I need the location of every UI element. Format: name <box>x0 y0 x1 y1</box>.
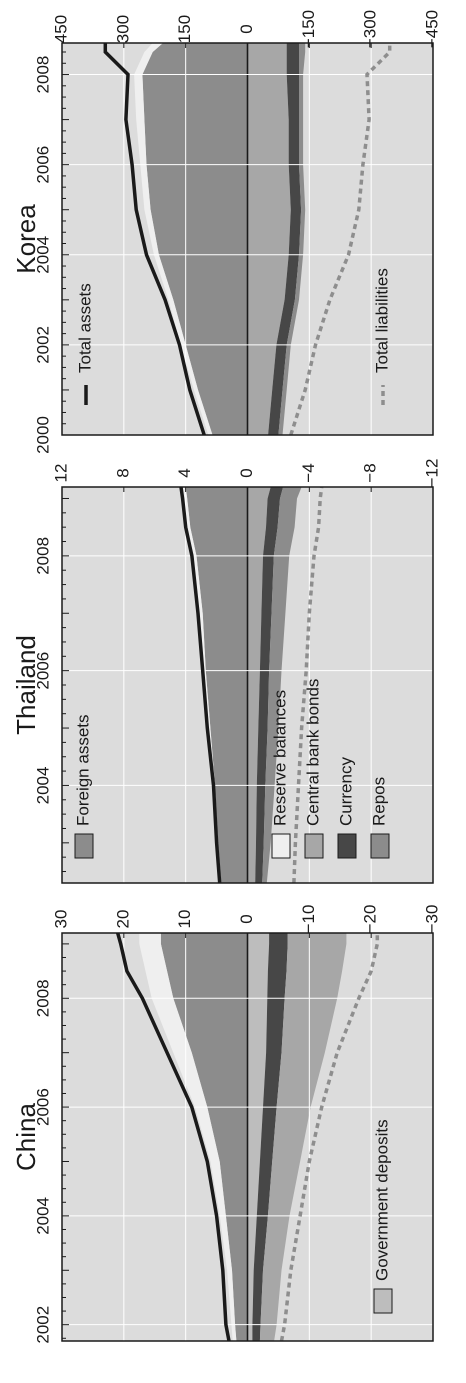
value-tick-label: −4 <box>299 463 318 482</box>
value-tick-label: 20 <box>113 910 132 929</box>
panel-china: 2002 2004 2006 2008 30 20 10 0 −10 −20 −30 China <box>11 905 442 1344</box>
time-tick-label: 2006 <box>33 652 52 690</box>
time-tick-label: 2004 <box>33 236 52 274</box>
legend-swatch <box>337 833 357 859</box>
legend-item-total-liabilities: Total liabilities <box>372 268 391 405</box>
value-tick-label: −8 <box>361 463 380 482</box>
legend-swatch <box>74 833 94 859</box>
time-tick-label: 2008 <box>33 979 52 1017</box>
legend-item-central-bank-bonds: Central bank bonds <box>303 679 324 859</box>
area-foreign-assets <box>185 487 248 883</box>
value-tick-label: −450 <box>422 10 441 48</box>
legend-item-reserve-balances: Reserve balances <box>270 690 291 859</box>
value-tick-label: −30 <box>422 905 441 934</box>
value-tick-label: 0 <box>237 914 256 923</box>
area-currency <box>252 933 288 1341</box>
legend-swatch <box>373 1288 393 1314</box>
area-currency <box>255 487 284 883</box>
time-tick-label: 2006 <box>33 1088 52 1126</box>
panel-title: Thailand <box>11 635 41 735</box>
area-government-deposits <box>247 933 270 1341</box>
panel-thailand: 2004 2006 2008 12 8 4 0 −4 −8 −12 Thailand <box>11 459 441 884</box>
area-currency <box>268 43 302 435</box>
legend-swatch <box>370 833 390 859</box>
legend-item-currency: Currency <box>336 757 357 859</box>
value-tick-label: 12 <box>51 464 70 483</box>
line-total-assets <box>116 932 231 1342</box>
value-tick-label: −150 <box>299 10 318 48</box>
area-repos <box>278 43 306 435</box>
legend-item-foreign-assets: Foreign assets <box>73 715 94 859</box>
legend-swatch <box>304 833 324 859</box>
legend-swatch <box>271 833 291 859</box>
time-tick-label: 2006 <box>33 146 52 184</box>
line-total-liabilities <box>279 933 380 1342</box>
area-foreign-assets <box>142 43 248 435</box>
line-total-liabilities <box>292 486 324 884</box>
value-tick-label: 8 <box>113 468 132 477</box>
value-tick-label: 30 <box>51 910 70 929</box>
panel-title: China <box>11 1102 41 1170</box>
legend-item-government-deposits: Government deposits <box>372 1119 393 1314</box>
panel-title: Korea <box>11 204 41 274</box>
value-tick-label: 450 <box>51 15 70 43</box>
time-tick-label: 2004 <box>33 1197 52 1235</box>
time-tick-label: 2000 <box>33 416 52 454</box>
value-tick-label: −12 <box>422 459 441 488</box>
value-tick-label: −10 <box>299 905 318 934</box>
value-tick-label: 150 <box>175 15 194 43</box>
legend-item-repos: Repos <box>369 777 390 859</box>
legend-label: Central bank bonds <box>303 679 322 826</box>
panel-korea: 2000 2002 2004 2006 2008 450 300 150 0 −150 −300 −4… <box>11 10 442 454</box>
area-central-bank-bonds <box>259 933 347 1341</box>
area-reserve-balances <box>139 933 237 1341</box>
value-tick-label: −300 <box>361 10 380 48</box>
value-tick-label: 4 <box>175 468 194 477</box>
area-repos <box>262 487 302 883</box>
legend-label: Total assets <box>75 283 94 373</box>
legend-label: Total liabilities <box>372 268 391 373</box>
legend-label: Currency <box>336 757 355 826</box>
area-central-bank-bonds <box>247 43 291 435</box>
time-tick-label: 2004 <box>33 767 52 805</box>
value-tick-label: −20 <box>361 905 380 934</box>
legend-label: Government deposits <box>372 1119 391 1281</box>
area-reserve-balances <box>134 43 213 435</box>
time-tick-label: 2002 <box>33 1306 52 1344</box>
area-central-bank-bonds <box>247 487 271 883</box>
legend-label: Repos <box>369 777 388 826</box>
time-tick-label: 2008 <box>33 56 52 94</box>
line-total-assets <box>179 486 222 884</box>
area-foreign-assets <box>160 933 248 1341</box>
value-tick-label: 0 <box>237 24 256 33</box>
time-tick-label: 2008 <box>33 537 52 575</box>
legend-label: Reserve balances <box>270 690 289 826</box>
time-tick-label: 2002 <box>33 326 52 364</box>
legend-item-total-assets: Total assets <box>75 283 94 405</box>
line-total-liabilities <box>289 43 392 436</box>
legend-label: Foreign assets <box>73 715 92 827</box>
value-tick-label: 10 <box>175 910 194 929</box>
line-total-assets <box>103 43 206 436</box>
value-tick-label: 0 <box>237 468 256 477</box>
value-tick-label: 300 <box>113 15 132 43</box>
